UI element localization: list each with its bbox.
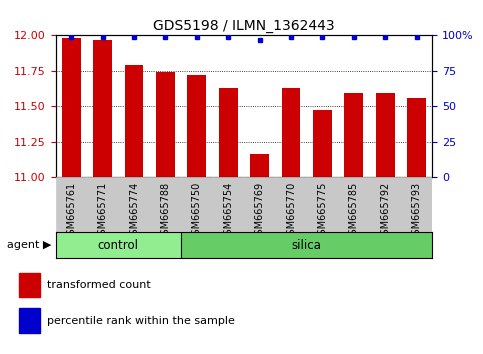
- Text: control: control: [98, 239, 139, 252]
- Text: GSM665771: GSM665771: [98, 181, 108, 241]
- Text: GSM665793: GSM665793: [412, 181, 422, 240]
- Bar: [118, 177, 150, 232]
- Bar: [282, 88, 300, 177]
- Bar: [19, 273, 40, 297]
- Bar: [56, 177, 87, 232]
- Text: percentile rank within the sample: percentile rank within the sample: [47, 316, 235, 326]
- Bar: [181, 177, 213, 232]
- Bar: [407, 98, 426, 177]
- Bar: [125, 65, 143, 177]
- Bar: [401, 177, 432, 232]
- Text: agent ▶: agent ▶: [7, 240, 52, 250]
- Text: GSM665750: GSM665750: [192, 181, 202, 241]
- Bar: [181, 232, 432, 258]
- Text: GSM665785: GSM665785: [349, 181, 359, 241]
- Bar: [369, 177, 401, 232]
- Bar: [376, 93, 395, 177]
- Text: GSM665761: GSM665761: [66, 181, 76, 240]
- Bar: [87, 177, 118, 232]
- Bar: [338, 177, 369, 232]
- Bar: [250, 154, 269, 177]
- Text: GSM665792: GSM665792: [380, 181, 390, 241]
- Text: silica: silica: [292, 239, 322, 252]
- Text: GSM665754: GSM665754: [223, 181, 233, 241]
- Bar: [275, 177, 307, 232]
- Text: transformed count: transformed count: [47, 280, 151, 290]
- Title: GDS5198 / ILMN_1362443: GDS5198 / ILMN_1362443: [153, 19, 335, 33]
- Bar: [19, 308, 40, 333]
- Text: GSM665774: GSM665774: [129, 181, 139, 241]
- Bar: [307, 177, 338, 232]
- Bar: [244, 177, 275, 232]
- Text: GSM665788: GSM665788: [160, 181, 170, 240]
- Bar: [56, 232, 181, 258]
- Bar: [219, 88, 238, 177]
- Bar: [62, 38, 81, 177]
- Text: GSM665775: GSM665775: [317, 181, 327, 241]
- Text: GSM665770: GSM665770: [286, 181, 296, 241]
- Text: GSM665769: GSM665769: [255, 181, 265, 240]
- Bar: [150, 177, 181, 232]
- Bar: [187, 75, 206, 177]
- Bar: [313, 110, 332, 177]
- Bar: [213, 177, 244, 232]
- Bar: [93, 40, 112, 177]
- Bar: [156, 72, 175, 177]
- Bar: [344, 93, 363, 177]
